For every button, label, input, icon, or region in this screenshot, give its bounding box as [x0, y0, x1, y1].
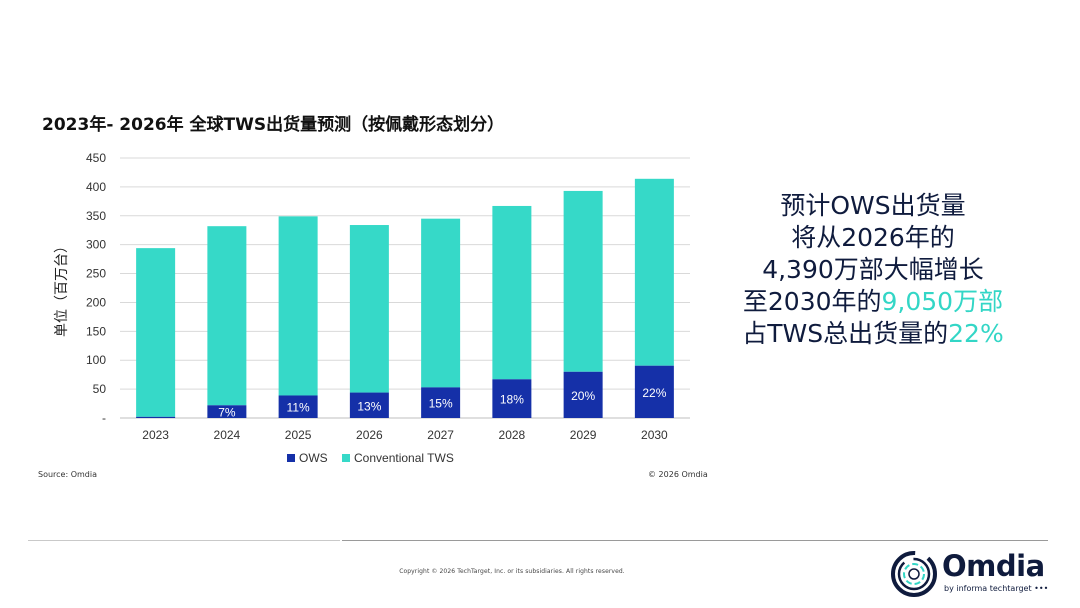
bar-conventional-2029: [563, 190, 603, 372]
ows-share-label-2024: 7%: [218, 406, 236, 420]
ows-share-label-2028: 18%: [500, 393, 524, 407]
callout-highlight-units: 9,050万部: [881, 287, 1004, 316]
callout-line-5-text: 占TWS总出货量的: [742, 319, 949, 348]
bar-ows-2024: [207, 405, 247, 418]
callout-line-4-text: 至2030年的: [742, 287, 882, 316]
legend-label-conventional: Conventional TWS: [354, 451, 454, 465]
x-tick-label-2026: 2026: [356, 428, 383, 442]
x-tick-label-2028: 2028: [499, 428, 526, 442]
y-axis-label: 单位（百万台）: [54, 239, 70, 337]
ows-share-label-2025: 11%: [287, 401, 310, 415]
y-tick-label: 350: [86, 209, 106, 223]
x-tick-label-2027: 2027: [427, 428, 454, 442]
bar-ows-2028: [492, 379, 532, 418]
legend-label-ows: OWS: [299, 451, 328, 465]
callout-line-2: 将从2026年的: [791, 223, 955, 252]
bar-ows-2025: [278, 395, 318, 418]
footer-divider-left: [28, 540, 340, 541]
x-tick-label-2025: 2025: [285, 428, 312, 442]
omdia-logo-word: Omdia: [942, 549, 1045, 583]
x-tick-label-2030: 2030: [641, 428, 668, 442]
callout-highlight-share: 22%: [948, 319, 1004, 348]
footer-copyright: Copyright © 2026 TechTarget, Inc. or its…: [399, 568, 625, 575]
y-tick-label: 400: [86, 180, 106, 194]
callout-line-3: 4,390万部大幅增长: [762, 255, 984, 284]
x-tick-label-2023: 2023: [142, 428, 169, 442]
omdia-logo: Omdia by informa techtarget •••: [890, 548, 1050, 598]
bar-conventional-2023: [136, 248, 176, 417]
ows-share-label-2029: 20%: [571, 389, 595, 403]
ows-share-label-2027: 15%: [429, 397, 453, 411]
x-tick-label-2029: 2029: [570, 428, 597, 442]
bar-conventional-2028: [492, 205, 532, 380]
y-tick-label: 450: [86, 151, 106, 165]
omdia-logo-mark-icon: [891, 551, 937, 597]
bar-ows-2029: [563, 371, 603, 418]
bar-conventional-2030: [634, 178, 674, 366]
chart-copyright: © 2026 Omdia: [648, 470, 708, 479]
y-tick-label: 250: [86, 267, 106, 281]
omdia-logo-tagline: by informa techtarget •••: [944, 584, 1049, 593]
footer-divider-right: [342, 540, 1048, 541]
chart-source: Source: Omdia: [38, 470, 98, 479]
bar-ows-2030: [634, 365, 674, 418]
legend-swatch-ows: [287, 454, 295, 462]
bar-conventional-2026: [349, 225, 389, 393]
chart-title: 2023年- 2026年 全球TWS出货量预测（按佩戴形态划分）: [42, 115, 505, 135]
bar-conventional-2025: [278, 216, 318, 396]
ows-share-label-2026: 13%: [357, 399, 381, 413]
y-tick-label: 100: [86, 353, 106, 367]
y-tick-label: 150: [86, 324, 106, 338]
legend-swatch-conventional: [342, 454, 350, 462]
y-tick-label: 300: [86, 238, 106, 252]
callout-line-1: 预计OWS出货量: [780, 191, 966, 220]
bar-ows-2023: [136, 416, 176, 418]
bar-ows-2026: [349, 392, 389, 418]
callout-text: 预计OWS出货量 将从2026年的 4,390万部大幅增长 至2030年的9,0…: [718, 190, 1028, 350]
callout-line-5: 占TWS总出货量的22%: [718, 318, 1028, 350]
bar-conventional-2027: [421, 218, 461, 388]
callout-line-4: 至2030年的9,050万部: [718, 286, 1028, 318]
x-tick-label-2024: 2024: [214, 428, 241, 442]
y-tick-label: 50: [93, 382, 107, 396]
ows-share-label-2030: 22%: [642, 386, 666, 400]
bar-ows-2027: [421, 387, 461, 418]
bar-conventional-2024: [207, 226, 247, 406]
y-tick-label: -: [102, 411, 106, 425]
y-tick-label: 200: [86, 295, 106, 309]
